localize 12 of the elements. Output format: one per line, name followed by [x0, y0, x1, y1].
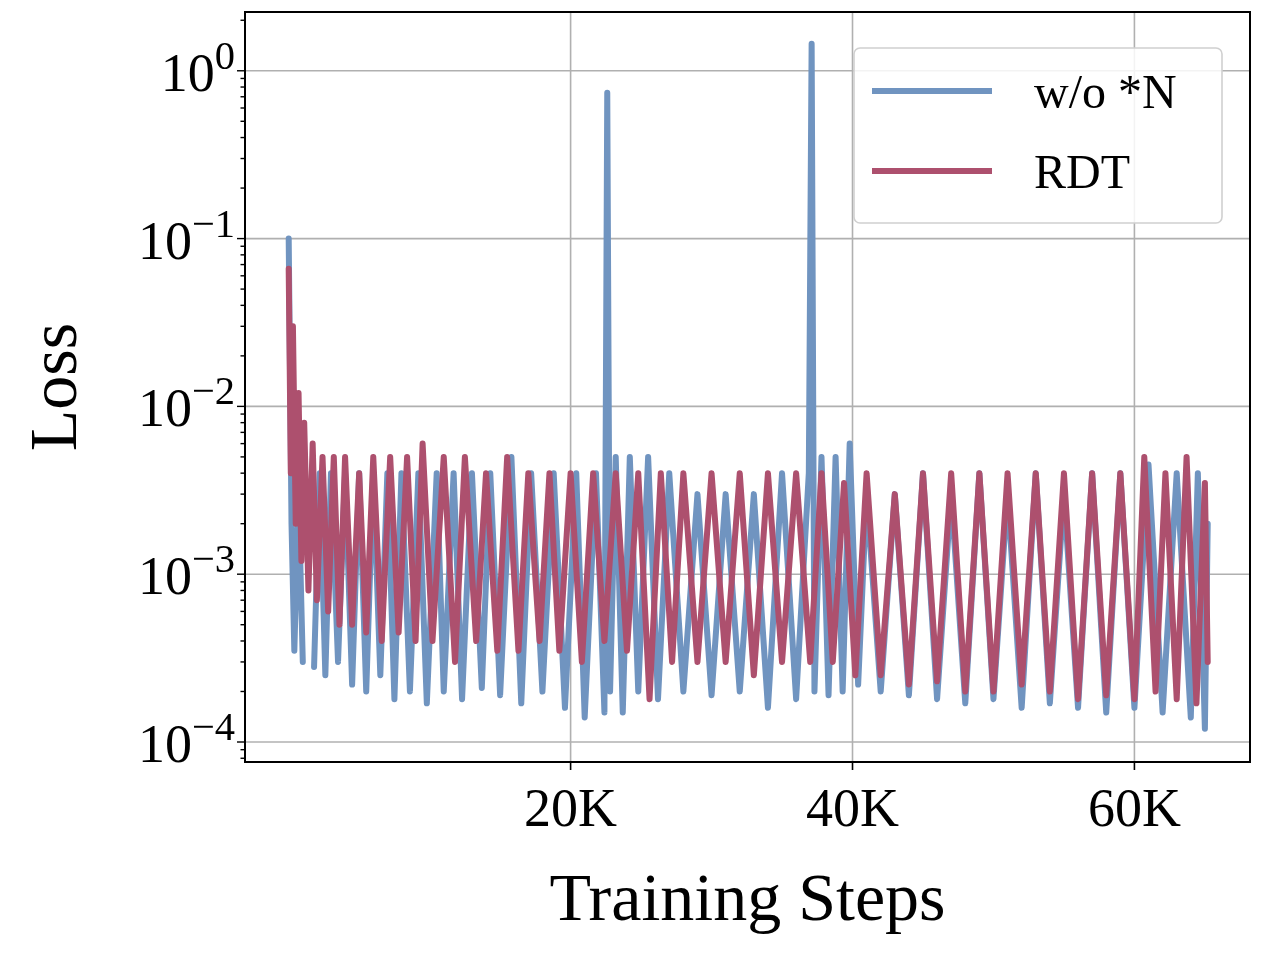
legend-label: w/o *N: [1034, 65, 1177, 118]
y-tick-label: 10$^{−2}$: [137, 367, 235, 439]
x-axis-title: Training Steps: [549, 859, 946, 935]
x-tick-label: 60K: [1087, 778, 1181, 838]
x-tick-label: 40K: [806, 778, 900, 838]
y-axis-title: Loss: [15, 322, 91, 452]
x-tick-label: 20K: [524, 778, 618, 838]
y-tick-label: 10$^{−4}$: [137, 703, 235, 774]
y-tick-label: 10$^{0}$: [160, 32, 235, 103]
legend-label: RDT: [1034, 145, 1130, 198]
y-tick-label: 10$^{−3}$: [137, 535, 235, 607]
y-tick-label: 10$^{−1}$: [137, 200, 235, 271]
